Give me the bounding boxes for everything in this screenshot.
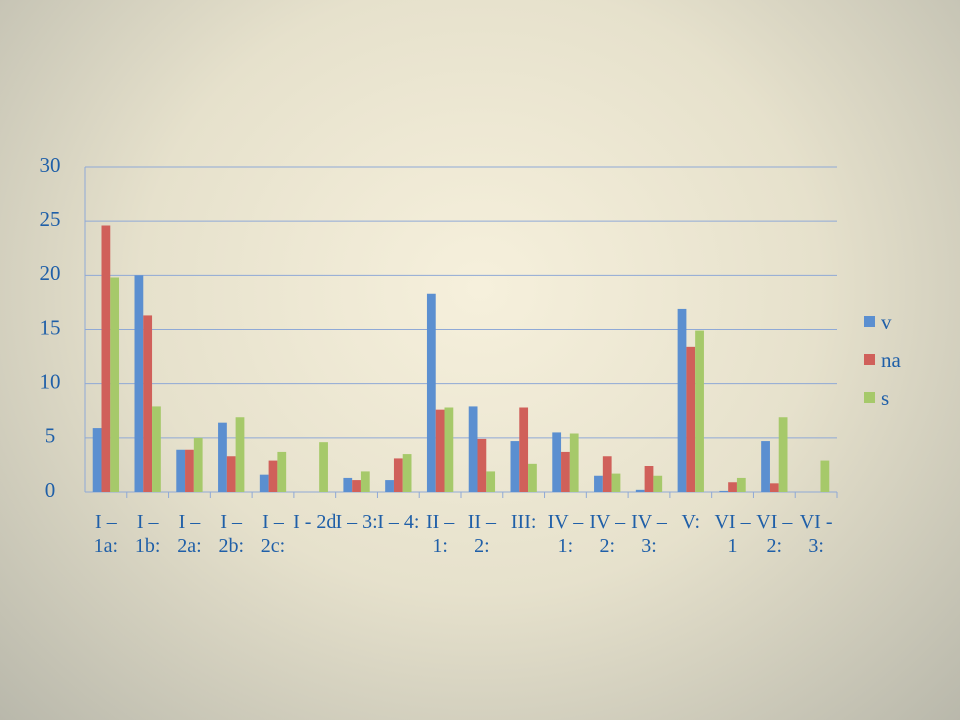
bar [226,456,236,492]
bar [602,456,612,492]
x-tick-label: IV – 1: [547,511,584,557]
bar [528,463,537,492]
x-tick-label: VI – 1 [714,511,751,557]
x-tick-label: I - 2d [293,511,337,533]
bar [635,489,645,492]
x-tick-label: I – 4: [377,511,420,533]
x-tick-label: IV – 2: [589,511,626,557]
bar [736,477,746,492]
bar [134,275,144,492]
x-tick-label: III: [510,511,537,533]
legend-label: na [881,348,902,372]
bar [719,490,729,492]
bar [143,315,153,492]
bar [594,475,603,492]
y-tick-label: 0 [45,478,56,502]
bar [653,475,663,492]
bar [510,441,520,492]
x-tick-label: VI - 3: [799,511,833,557]
bar [677,308,687,492]
legend-swatch [864,392,875,403]
y-tick-label: 15 [40,315,61,339]
bar [385,480,394,492]
x-tick-label: I – 1b: [134,511,161,557]
bar [277,451,287,492]
x-tick-label: V: [681,511,701,533]
legend-label: v [881,310,892,334]
x-tick-label: I – 3: [335,511,378,533]
y-tick-label: 5 [45,424,56,448]
bar [92,428,102,492]
bar [259,474,269,492]
bar [393,458,403,492]
bar [761,441,770,492]
bar [695,330,704,492]
x-tick-label: I – 2a: [177,511,202,557]
bar [569,433,579,492]
legend-swatch [864,316,875,327]
bar [435,409,445,492]
x-tick-label: I – 2b: [218,511,244,557]
bar [728,482,737,492]
bar [611,473,621,492]
bar [152,406,161,492]
bar [235,417,245,492]
x-tick-label: I – 1a: [93,511,119,557]
bar [176,449,186,492]
bar [519,407,529,492]
bar [402,454,412,492]
bar [352,480,361,492]
bar [686,346,696,492]
bar [769,483,779,492]
y-tick-label: 20 [40,261,61,285]
x-tick-label: VI – 2: [756,511,793,557]
bar [110,277,120,492]
bar [218,422,227,492]
bar [552,432,562,492]
bar [486,471,496,492]
x-tick-label: II – 1: [425,511,455,557]
bar [477,438,487,492]
bar [468,406,478,492]
x-tick-label: I – 2c: [260,511,286,557]
bar [426,293,436,492]
y-tick-label: 25 [40,207,61,231]
legend-swatch [864,354,875,365]
bar [644,466,654,492]
y-tick-label: 30 [40,153,61,177]
bar [101,225,111,492]
x-tick-label: II – 2: [467,511,497,557]
bar [319,442,328,492]
bar [778,417,788,492]
bar [193,437,203,492]
bar [820,460,830,492]
bar [268,460,278,492]
y-tick-label: 10 [40,369,61,393]
x-tick-label: IV – 3: [631,511,667,557]
bar [561,451,570,492]
bar [185,449,194,492]
bar [444,407,454,492]
bar [343,477,353,492]
legend-label: s [881,386,889,410]
bar [360,471,370,492]
